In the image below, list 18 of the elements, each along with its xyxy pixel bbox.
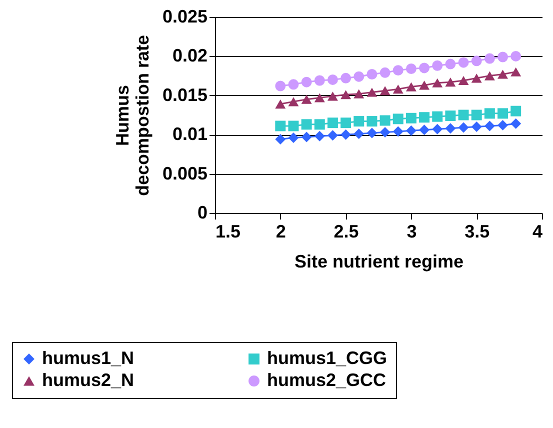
x-tick-label: 2.5 xyxy=(334,222,359,242)
y-tick-label: 0 xyxy=(197,202,208,222)
legend-label: humus1_N xyxy=(42,348,134,368)
y-tick-label: 0.015 xyxy=(162,84,208,105)
x-tick-label: 2 xyxy=(276,222,286,242)
legend-label: humus2_GCC xyxy=(267,370,386,390)
x-axis-title: Site nutrient regime xyxy=(294,252,464,272)
legend-label: humus2_N xyxy=(42,370,134,390)
y-axis-title: Humus decompostion rate xyxy=(112,34,152,196)
legend-label: humus1_CGG xyxy=(267,348,388,368)
y-tick-label: 0.01 xyxy=(172,124,208,144)
x-tick-label: 3.5 xyxy=(464,222,490,242)
y-tick-label: 0.005 xyxy=(162,163,208,184)
x-tick-label: 1.5 xyxy=(216,222,241,242)
x-tick-label: 3 xyxy=(406,222,417,242)
y-tick-label: 0.025 xyxy=(162,6,208,26)
y-tick-label: 0.02 xyxy=(172,46,208,66)
x-tick-label: 4 xyxy=(532,222,542,242)
